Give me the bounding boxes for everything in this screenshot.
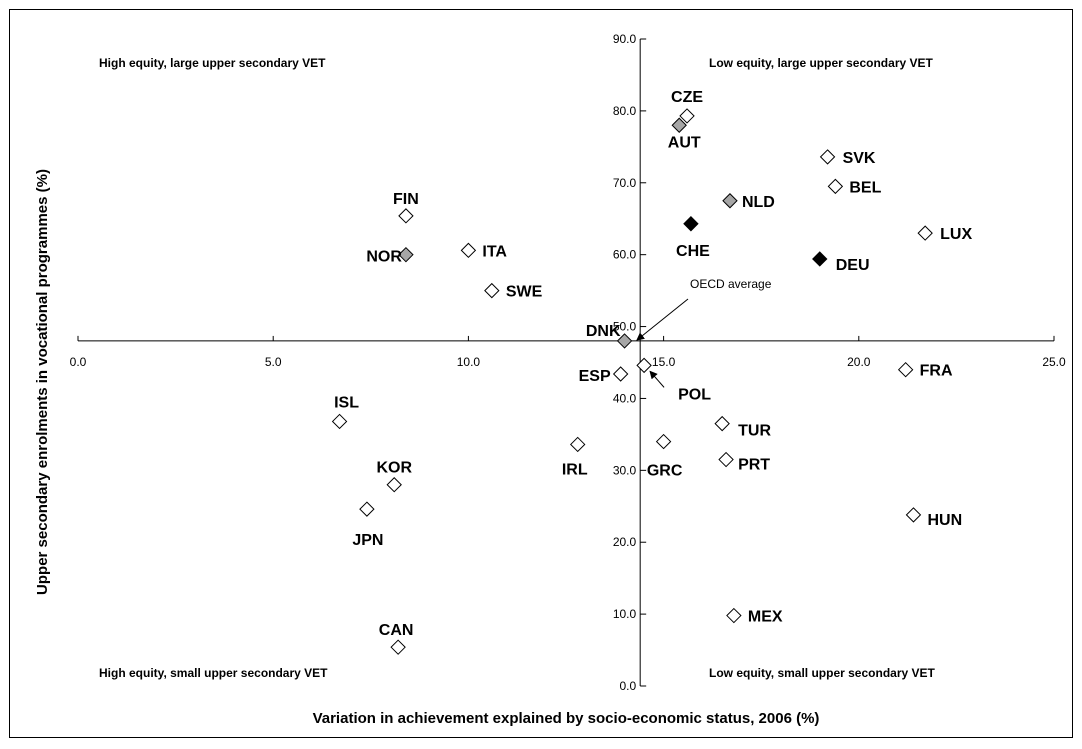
point-label-bel: BEL (849, 179, 881, 196)
point-marker-ita (460, 242, 477, 259)
quadrant-label-bottom-left: High equity, small upper secondary VET (99, 666, 328, 680)
point-label-grc: GRC (647, 463, 683, 480)
data-points: CZE AUT SVK BEL NLD CHE LUX DEU FIN NOR ITA SWE DNK E… (331, 89, 972, 655)
point-label-kor: KOR (376, 460, 412, 477)
point-label-lux: LUX (940, 226, 972, 243)
point-label-deu: DEU (836, 257, 870, 274)
point-marker-isl (331, 413, 348, 430)
point-marker-bel (827, 178, 844, 195)
point-marker-svk (819, 149, 836, 165)
y-tick-label: 20.0 (613, 535, 637, 549)
y-tick-label: 80.0 (613, 104, 637, 118)
y-axis-label: Upper secondary enrolments in vocational… (34, 169, 51, 595)
point-marker-deu (812, 251, 828, 267)
point-marker-grc (655, 433, 672, 450)
point-marker-che (683, 216, 699, 232)
point-marker-fin (398, 208, 414, 224)
ticks: 0.0 5.0 10.0 15.0 20.0 25.0 0.0 10.0 20.0 30.0 40.… (70, 32, 1066, 693)
y-tick-label: 40.0 (613, 391, 637, 405)
point-marker-nld (722, 193, 738, 209)
point-label-isl: ISL (334, 394, 359, 411)
x-axis-label: Variation in achievement explained by so… (313, 710, 820, 727)
quadrant-labels: High equity, large upper secondary VET L… (99, 56, 936, 680)
y-tick-label: 60.0 (613, 248, 637, 262)
pol-pointer-arrow (649, 370, 665, 388)
point-marker-esp (612, 366, 629, 382)
point-marker-nor (398, 246, 414, 263)
y-tick-label: 90.0 (613, 32, 637, 46)
axes (78, 39, 1054, 686)
point-label-nor: NOR (366, 249, 402, 266)
point-label-fin: FIN (393, 191, 419, 208)
point-marker-mex (726, 607, 742, 624)
point-marker-tur (714, 415, 730, 432)
point-label-tur: TUR (738, 423, 771, 440)
y-tick-label: 50.0 (613, 320, 637, 334)
oecd-average-label: OECD average (690, 277, 772, 291)
y-tick-label: 0.0 (619, 679, 636, 693)
quadrant-label-top-left: High equity, large upper secondary VET (99, 56, 326, 70)
point-marker-prt (718, 451, 734, 468)
point-label-irl: IRL (562, 461, 588, 478)
oecd-average-arrow (636, 298, 689, 341)
point-label-cze: CZE (671, 89, 703, 106)
point-label-ita: ITA (482, 243, 507, 260)
point-label-jpn: JPN (352, 532, 383, 549)
x-tick-label: 20.0 (847, 355, 871, 369)
y-tick-label: 30.0 (613, 463, 637, 477)
point-label-fra: FRA (920, 363, 953, 380)
point-label-prt: PRT (738, 457, 770, 474)
x-tick-label: 25.0 (1042, 355, 1066, 369)
x-tick-label: 0.0 (70, 355, 87, 369)
point-label-mex: MEX (748, 609, 783, 626)
point-marker-fra (897, 361, 914, 378)
point-label-aut: AUT (668, 134, 701, 151)
point-marker-swe (484, 282, 500, 299)
point-label-hun: HUN (927, 512, 962, 529)
point-label-che: CHE (676, 243, 710, 260)
point-label-esp: ESP (579, 368, 611, 385)
point-label-can: CAN (379, 622, 414, 639)
oecd-average-annotation: OECD average (636, 277, 772, 341)
point-label-svk: SVK (843, 150, 876, 167)
point-marker-jpn (359, 501, 375, 517)
point-marker-dnk (616, 333, 633, 349)
point-marker-aut (671, 117, 687, 133)
y-tick-label: 70.0 (613, 176, 637, 190)
chart-frame (9, 9, 1073, 738)
x-tick-label: 5.0 (265, 355, 282, 369)
point-label-dnk: DNK (586, 323, 621, 340)
point-marker-lux (917, 225, 933, 241)
quadrant-label-bottom-right: Low equity, small upper secondary VET (709, 666, 936, 680)
quadrant-label-top-right: Low equity, large upper secondary VET (709, 56, 933, 70)
point-marker-irl (570, 436, 586, 453)
point-label-pol: POL (678, 386, 711, 403)
point-label-nld: NLD (742, 194, 775, 211)
point-label-swe: SWE (506, 284, 543, 301)
point-marker-cze (679, 108, 695, 124)
y-tick-label: 10.0 (613, 607, 637, 621)
point-marker-pol (636, 357, 652, 374)
point-marker-kor (386, 477, 402, 493)
point-marker-can (390, 639, 406, 655)
x-tick-label: 10.0 (457, 355, 481, 369)
x-tick-label: 15.0 (652, 355, 676, 369)
point-marker-hun (905, 507, 922, 523)
